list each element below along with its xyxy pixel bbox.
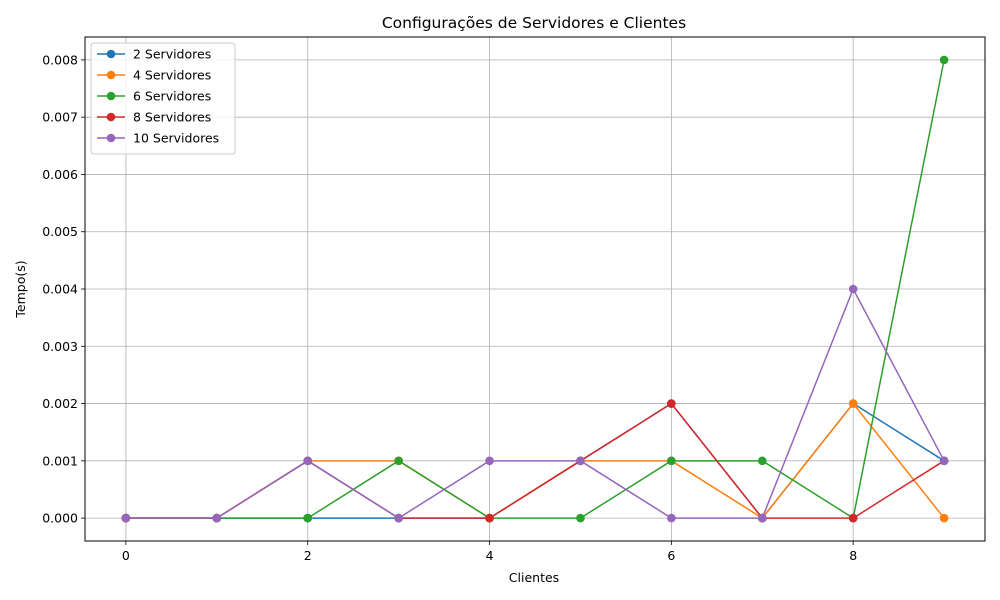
x-tick-label: 4 bbox=[486, 548, 494, 563]
grid bbox=[85, 37, 985, 541]
y-tick-label: 0.005 bbox=[42, 224, 78, 239]
x-tick-label: 2 bbox=[304, 548, 312, 563]
data-point-6-servidores bbox=[303, 513, 313, 523]
legend-label-6-servidores: 6 Servidores bbox=[133, 89, 211, 104]
axis-ticks: 0 2 4 6 8 0.000 0.001 0.002 0.003 0.004 0.005 0.006… bbox=[42, 52, 857, 563]
data-point-8-servidores bbox=[848, 513, 858, 523]
y-tick-label: 0.003 bbox=[42, 339, 78, 354]
x-tick-label: 8 bbox=[849, 548, 857, 563]
data-point-6-servidores bbox=[394, 456, 403, 466]
x-tick-label: 0 bbox=[122, 548, 130, 563]
legend: 2 Servidores 4 Servidores 6 Servidores 8 Se… bbox=[90, 42, 236, 155]
chart-title: Configurações de Servidores e Clientes bbox=[382, 14, 686, 32]
legend-label-2-servidores: 2 Servidores bbox=[133, 47, 211, 62]
data-point-10-servidores bbox=[757, 513, 767, 523]
data-point-10-servidores bbox=[121, 513, 131, 523]
data-point-10-servidores bbox=[667, 513, 676, 523]
y-tick-label: 0.000 bbox=[42, 511, 78, 526]
data-point-4-servidores bbox=[939, 513, 949, 523]
legend-marker-6-servidores bbox=[106, 91, 116, 101]
data-point-10-servidores bbox=[848, 284, 858, 294]
data-point-10-servidores bbox=[212, 513, 222, 523]
x-axis-label: Clientes bbox=[509, 570, 559, 585]
y-axis-label: Tempo(s) bbox=[13, 260, 28, 318]
legend-marker-2-servidores bbox=[106, 49, 116, 59]
data-point-8-servidores bbox=[667, 399, 676, 408]
y-tick-label: 0.008 bbox=[42, 52, 78, 67]
legend-box bbox=[90, 42, 236, 155]
data-point-6-servidores bbox=[576, 513, 585, 523]
data-point-10-servidores bbox=[303, 456, 313, 466]
series-line-6-servidores bbox=[125, 59, 945, 519]
legend-label-10-servidores: 10 Servidores bbox=[133, 131, 219, 146]
legend-marker-4-servidores bbox=[106, 70, 116, 80]
series-layer bbox=[121, 55, 949, 523]
y-tick-label: 0.004 bbox=[42, 282, 78, 297]
y-tick-label: 0.002 bbox=[42, 396, 78, 411]
data-point-10-servidores bbox=[576, 456, 585, 466]
legend-label-4-servidores: 4 Servidores bbox=[133, 68, 211, 83]
data-point-8-servidores bbox=[485, 513, 494, 523]
legend-marker-8-servidores bbox=[106, 112, 116, 122]
legend-marker-10-servidores bbox=[106, 133, 116, 143]
data-point-6-servidores bbox=[939, 55, 949, 65]
series-line-10-servidores bbox=[125, 288, 945, 519]
data-point-6-servidores bbox=[757, 456, 767, 466]
data-point-6-servidores bbox=[667, 456, 676, 466]
y-tick-label: 0.001 bbox=[42, 453, 78, 468]
legend-label-8-servidores: 8 Servidores bbox=[133, 110, 211, 125]
data-point-10-servidores bbox=[394, 513, 403, 523]
y-tick-label: 0.007 bbox=[42, 110, 78, 125]
x-tick-label: 6 bbox=[667, 548, 675, 563]
data-point-4-servidores bbox=[848, 399, 858, 408]
y-tick-label: 0.006 bbox=[42, 167, 78, 182]
data-point-10-servidores bbox=[939, 456, 949, 466]
data-point-10-servidores bbox=[485, 456, 494, 466]
